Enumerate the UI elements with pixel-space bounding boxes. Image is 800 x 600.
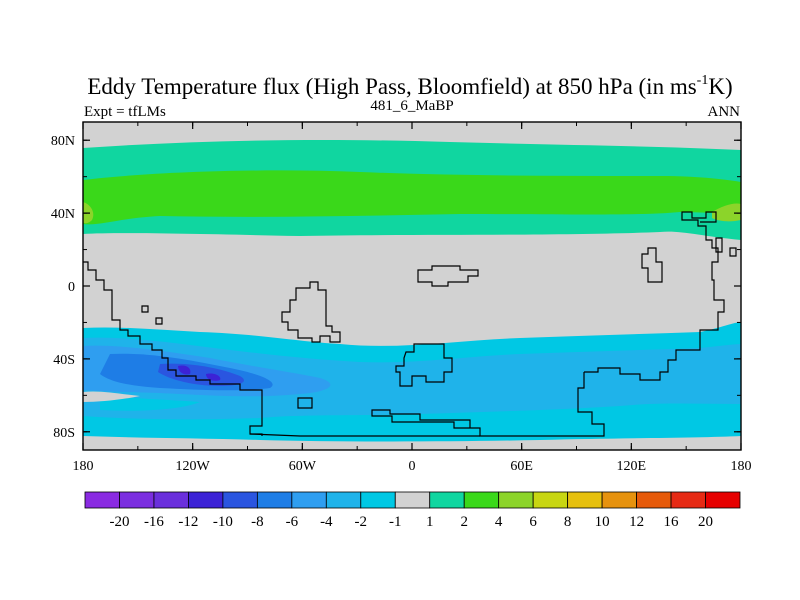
x-tick-label: 120W [176, 459, 211, 474]
x-tick-label: 60E [510, 459, 533, 474]
colorbar-swatch [567, 491, 603, 509]
colorbar-swatch [256, 491, 293, 509]
y-tick-label: 80N [51, 134, 75, 149]
colorbar-label: -2 [355, 514, 368, 530]
field-nh-band-2 [83, 170, 741, 225]
colorbar-label: -8 [251, 514, 264, 530]
coast-antarctic-rim [249, 433, 480, 437]
colorbar-labels: -20 -16 -12 -10 -8 -6 -4 -2 -1 1 2 4 6 8 10 12 16 20 [109, 514, 713, 530]
colorbar-swatch [360, 491, 396, 509]
colorbar [84, 491, 741, 509]
colorbar-swatch [188, 491, 224, 509]
field-nh-patch-east [712, 203, 741, 222]
colorbar-swatch [601, 491, 637, 509]
y-tick-label: 80S [53, 426, 75, 441]
colorbar-swatch [532, 491, 569, 509]
field-sh-core-2 [178, 365, 191, 375]
colorbar-label: -16 [144, 514, 164, 530]
coast-antarctic-west [371, 372, 605, 437]
colorbar-label: 12 [629, 514, 644, 530]
field-sh-light-patch [100, 396, 200, 411]
map-field [83, 122, 741, 450]
colorbar-label: 10 [595, 514, 610, 530]
colorbar-swatch [119, 491, 155, 509]
coast-africa-south [395, 343, 453, 387]
field-sh-gap [83, 391, 140, 402]
chart-title: Eddy Temperature flux (High Pass, Bloomf… [87, 73, 732, 99]
run-label: 481_6_MaBP [370, 98, 453, 114]
colorbar-swatch [498, 491, 534, 509]
field-sh-core-3 [206, 373, 221, 381]
colorbar-swatch [636, 491, 672, 509]
colorbar-swatch [153, 491, 189, 509]
y-tick-label: 40N [51, 207, 75, 222]
colorbar-label: 1 [426, 514, 434, 530]
coast-asia-south [417, 265, 479, 287]
x-tick-label: 180 [731, 459, 752, 474]
y-tick-label: 0 [68, 280, 75, 295]
colorbar-label: 2 [460, 514, 468, 530]
colorbar-swatch [429, 491, 465, 509]
coastlines [83, 211, 737, 437]
season-label: ANN [708, 104, 741, 120]
colorbar-label: -20 [109, 514, 129, 530]
x-tick-label: 180 [73, 459, 94, 474]
colorbar-label: -12 [178, 514, 198, 530]
coast-small-islands [141, 305, 163, 325]
experiment-label: Expt = tfLMs [84, 104, 166, 120]
x-tick-label: 120E [617, 459, 647, 474]
colorbar-swatch [394, 491, 431, 509]
colorbar-swatch [670, 491, 706, 509]
colorbar-label: 8 [564, 514, 572, 530]
x-axis: 180 120W 60W 0 60E 120E 180 [73, 122, 752, 474]
y-tick-label: 40S [53, 353, 75, 368]
colorbar-label: -1 [389, 514, 402, 530]
colorbar-swatch [705, 491, 741, 509]
coast-islands-east [641, 247, 663, 283]
colorbar-swatch [291, 491, 327, 509]
y-axis: 80N 40N 0 40S 80S [51, 134, 741, 441]
colorbar-swatch [84, 491, 120, 509]
colorbar-label: -10 [213, 514, 233, 530]
coast-small-south [297, 397, 313, 409]
colorbar-label: 4 [495, 514, 503, 530]
colorbar-label: -6 [286, 514, 299, 530]
x-tick-label: 0 [409, 459, 416, 474]
coast-africa [281, 281, 341, 343]
colorbar-swatch [463, 491, 500, 509]
colorbar-swatch [222, 491, 258, 509]
coast-south-america [83, 261, 263, 436]
x-tick-label: 60W [289, 459, 317, 474]
colorbar-label: 20 [698, 514, 713, 530]
coast-australia [584, 211, 725, 381]
coast-islands-far [715, 237, 737, 257]
colorbar-label: 6 [529, 514, 537, 530]
colorbar-label: -4 [320, 514, 333, 530]
colorbar-label: 16 [664, 514, 680, 530]
colorbar-swatch [325, 491, 362, 509]
